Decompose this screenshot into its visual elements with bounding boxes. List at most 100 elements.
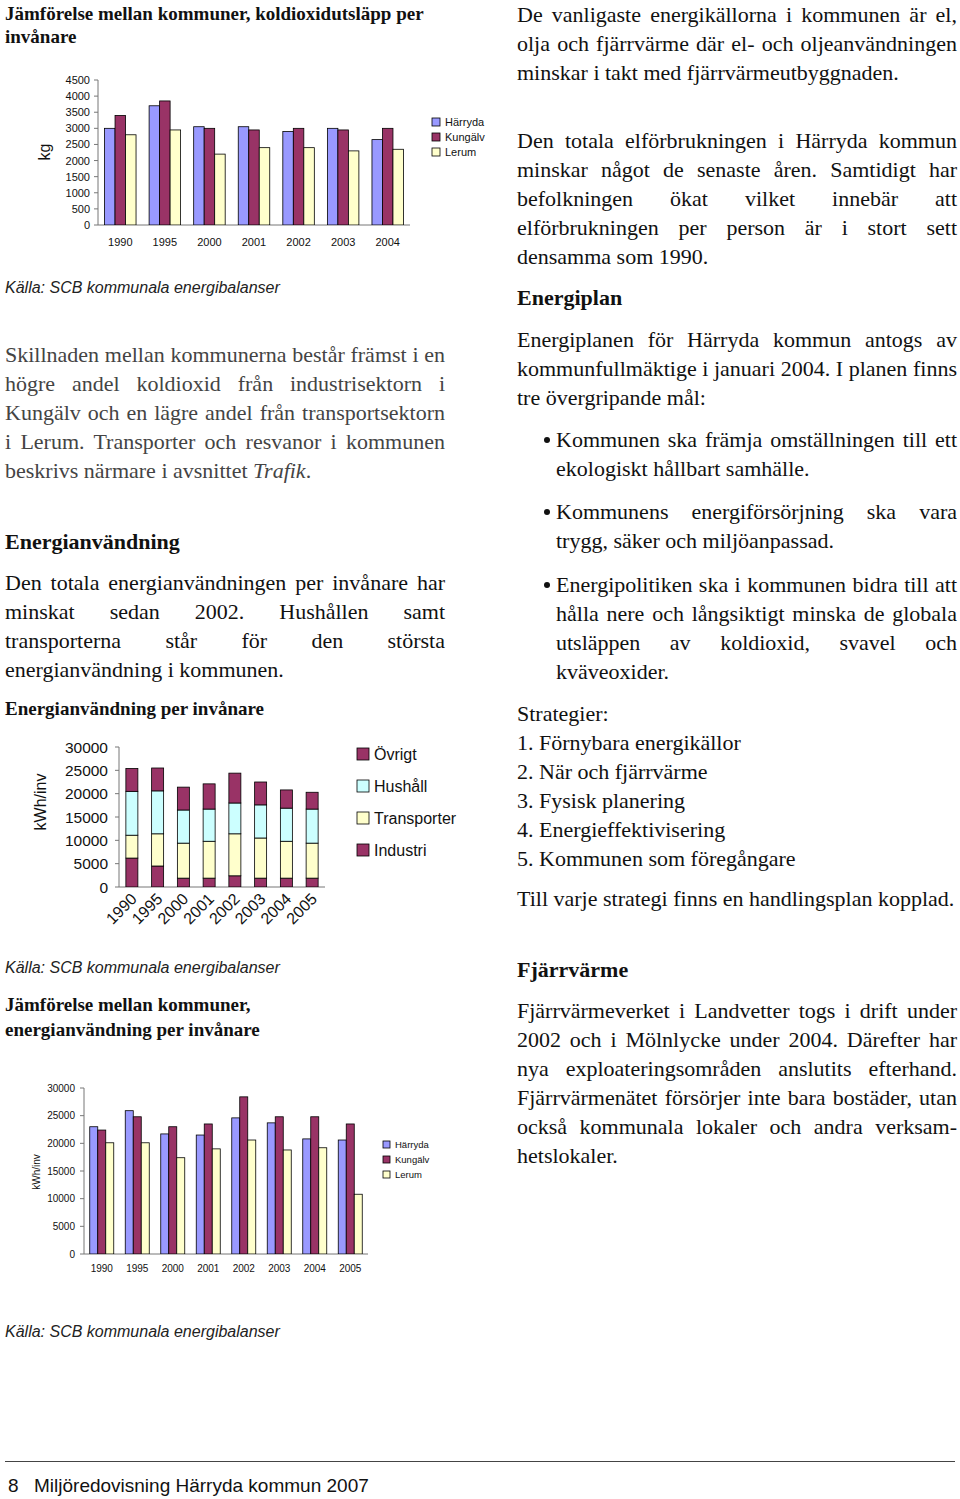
chart-source: Källa: SCB kommunala energibalanser [5, 958, 280, 978]
tick-mark [80, 1254, 84, 1255]
chart: kg05001000150020002500300035004000450019… [36, 74, 485, 248]
bar [319, 1148, 327, 1254]
legend-swatch [383, 1171, 390, 1178]
bar [248, 1140, 256, 1254]
bar [194, 127, 205, 225]
bar [304, 148, 315, 225]
bar [255, 878, 267, 887]
bar [280, 808, 292, 841]
legend-label: Härryda [395, 1139, 430, 1150]
bar [306, 792, 318, 809]
tick-label: 20000 [47, 1138, 75, 1149]
bar [327, 128, 338, 225]
bar [170, 130, 181, 225]
legend-label: Transporter [374, 810, 457, 827]
bar [177, 1158, 185, 1254]
bar [204, 128, 215, 225]
bar [338, 1140, 346, 1254]
bar [203, 841, 215, 878]
paragraph: Fjärrvärmeverket i Landvetter togs i dri… [517, 996, 957, 1170]
bar [229, 803, 241, 834]
bar [255, 838, 267, 878]
tick-mark [94, 225, 98, 226]
bar [152, 866, 164, 887]
bar [275, 1117, 283, 1254]
bar [152, 768, 164, 791]
bar [177, 878, 189, 887]
tick-label: 2005 [283, 890, 320, 927]
footer-title: Miljöredovisning Härryda kommun 2007 [34, 1474, 369, 1498]
tick-label: 2002 [233, 1263, 256, 1274]
bar [382, 128, 393, 225]
tick-mark [94, 176, 98, 177]
legend-swatch [383, 1141, 390, 1148]
tick-mark [80, 1198, 84, 1199]
tick-mark [115, 840, 119, 841]
chart-title: Jämförelse mellan kommuner, energianvänd… [5, 992, 305, 1042]
text-run: . [306, 458, 312, 483]
tick-label: 2004 [304, 1263, 327, 1274]
tick-mark [94, 208, 98, 209]
legend-swatch [357, 748, 369, 760]
tick-mark [80, 1171, 84, 1172]
list-item: 1. Förnybara energikällor [517, 728, 741, 757]
bullet [544, 582, 550, 588]
legend: HärrydaKungälvLerum [383, 1139, 430, 1180]
tick-label: 2001 [242, 236, 266, 248]
bar [126, 858, 138, 887]
bar [133, 1117, 141, 1254]
chart-source: Källa: SCB kommunala energibalanser [5, 1322, 280, 1342]
tick-mark [115, 863, 119, 864]
bar [229, 834, 241, 876]
bar [152, 791, 164, 834]
tick-mark [94, 192, 98, 193]
tick-mark [115, 747, 119, 748]
bar [354, 1194, 362, 1254]
bar [293, 128, 304, 225]
tick-mark [94, 112, 98, 113]
bars [105, 101, 404, 225]
bar [105, 128, 116, 225]
page-number: 8 [8, 1474, 19, 1498]
tick-label: 2005 [339, 1263, 362, 1274]
tick-mark [115, 793, 119, 794]
bar [126, 135, 136, 225]
bar [229, 773, 241, 803]
bar [98, 1130, 106, 1254]
bar [372, 140, 383, 225]
bar [232, 1118, 240, 1254]
axis-label: kWh/inv [31, 1154, 42, 1190]
bullet [544, 509, 550, 515]
tick-mark [94, 160, 98, 161]
bars [90, 1097, 363, 1254]
tick-label: 2000 [66, 155, 90, 167]
list-item: 2. När och fjärrvärme [517, 757, 708, 786]
tick-mark [94, 144, 98, 145]
page: kg05001000150020002500300035004000450019… [0, 0, 960, 1499]
tick-label: 30000 [47, 1083, 75, 1094]
list-label: Strategier: [517, 699, 609, 728]
legend-swatch [432, 118, 440, 126]
bar [196, 1135, 204, 1254]
tick-mark [115, 817, 119, 818]
tick-label: 2004 [375, 236, 399, 248]
legend-label: Industri [374, 842, 426, 859]
bar [177, 810, 189, 843]
tick-label: 25000 [65, 762, 108, 779]
tick-mark [80, 1115, 84, 1116]
bar [203, 878, 215, 887]
bar [141, 1143, 149, 1254]
bar [169, 1127, 177, 1254]
tick-label: 0 [84, 219, 90, 231]
bar [125, 1111, 133, 1254]
tick-label: 5000 [74, 855, 109, 872]
paragraph: Skillnaden mellan kommunerna består främ… [5, 340, 445, 485]
tick-label: 3500 [66, 106, 90, 118]
tick-label: 1500 [66, 171, 90, 183]
bar [255, 782, 267, 805]
tick-mark [94, 128, 98, 129]
bar [106, 1143, 114, 1254]
legend-label: Lerum [445, 146, 476, 158]
tick-label: 2002 [286, 236, 310, 248]
legend-label: Lerum [395, 1169, 422, 1180]
